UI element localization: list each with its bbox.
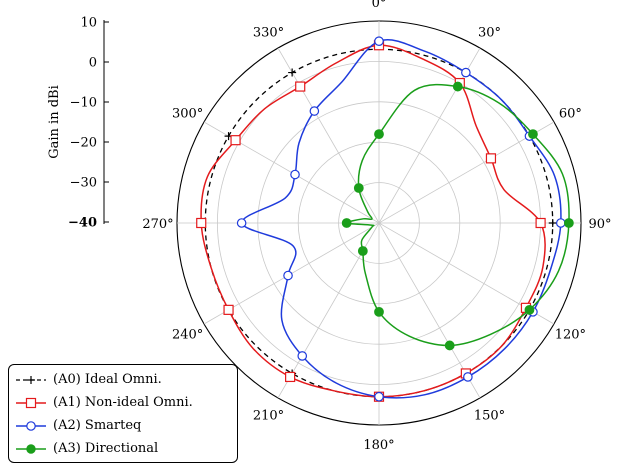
series-layer: [196, 36, 574, 402]
angle-tick-label: 240°: [172, 328, 203, 343]
polar-grid-spoke: [378, 121, 555, 224]
data-point-a2: [463, 372, 473, 382]
data-point-a1: [285, 371, 296, 383]
angle-tick-label: 210°: [253, 408, 284, 423]
data-point-a3: [353, 183, 364, 193]
data-point-a0: [548, 219, 557, 227]
data-point-a3: [563, 218, 574, 228]
series-a2: [236, 36, 566, 402]
angle-tick-label: 60°: [559, 107, 582, 122]
data-point-a1: [223, 304, 234, 315]
data-point-a2: [374, 391, 384, 402]
series-a3: [341, 81, 574, 351]
radial-axis-label: Gain in dBi: [47, 85, 62, 159]
angle-tick-label: 270°: [142, 217, 173, 232]
legend-swatch-a0: [16, 375, 46, 384]
data-point-a1: [230, 135, 241, 146]
angle-tick-label: 330°: [253, 26, 284, 41]
radial-tick-label: −40: [68, 216, 97, 231]
polar-grid-spoke: [378, 47, 481, 224]
polar-grid-spoke: [277, 47, 380, 224]
data-point-a3: [444, 340, 455, 351]
data-point-a2: [283, 270, 293, 281]
radial-tick-label: −20: [70, 136, 97, 151]
angle-tick-label: 90°: [588, 217, 611, 232]
data-point-a3: [341, 218, 352, 228]
angular-tick-labels: 0° 30° 60° 90° 120° 150° 180° 210° 240° 270° 300° 3…: [142, 0, 611, 453]
legend-item-a2: (A2) Smarteq: [15, 414, 231, 437]
data-point-a1: [196, 217, 207, 229]
data-point-a3: [452, 81, 463, 92]
data-point-a2: [290, 169, 300, 180]
data-point-a1: [295, 81, 306, 92]
legend-swatch-a3: [16, 443, 46, 454]
data-point-a3: [357, 246, 368, 256]
legend-swatch-a1: [16, 397, 46, 408]
legend-item-a1: (A1) Non-ideal Omni.: [15, 391, 231, 414]
data-point-a3: [374, 306, 384, 317]
radial-tick-label: 10: [80, 16, 97, 31]
data-point-a3: [528, 129, 538, 140]
data-point-a1: [535, 217, 546, 229]
radial-axis: Gain in dBi 10 0 −10 −20 −30 −40: [47, 16, 109, 231]
angle-tick-label: 30°: [478, 26, 501, 41]
data-point-a2: [236, 218, 247, 228]
data-point-a2: [374, 36, 384, 46]
angle-tick-label: 300°: [172, 107, 203, 122]
legend-label-a1: (A1) Non-ideal Omni.: [53, 395, 193, 410]
series-a1: [196, 40, 546, 402]
legend-label-a3: (A3) Directional: [53, 441, 159, 456]
legend: (A0) Ideal Omni. (A1) Non-ideal Omni. (A…: [8, 364, 238, 463]
angle-tick-label: 0°: [372, 0, 387, 11]
legend-item-a0: (A0) Ideal Omni.: [15, 368, 231, 391]
radial-tick-label: −30: [70, 176, 97, 191]
angle-tick-label: 150°: [474, 408, 505, 423]
data-point-a2: [297, 351, 308, 361]
radial-tick-label: −10: [70, 96, 97, 111]
data-point-a3: [374, 129, 384, 140]
legend-label-a0: (A0) Ideal Omni.: [53, 372, 162, 387]
legend-swatch-a2: [16, 420, 46, 431]
data-point-a1: [485, 153, 497, 164]
radial-tick-label: 0: [89, 56, 97, 71]
data-point-a0: [288, 68, 297, 77]
legend-item-a3: (A3) Directional: [15, 437, 231, 460]
legend-label-a2: (A2) Smarteq: [53, 418, 142, 433]
data-point-a2: [309, 106, 320, 116]
angle-tick-label: 120°: [555, 328, 586, 343]
data-point-a3: [524, 304, 535, 315]
angle-tick-label: 180°: [363, 438, 394, 453]
data-point-a2: [555, 218, 566, 228]
data-point-a2: [461, 67, 471, 78]
